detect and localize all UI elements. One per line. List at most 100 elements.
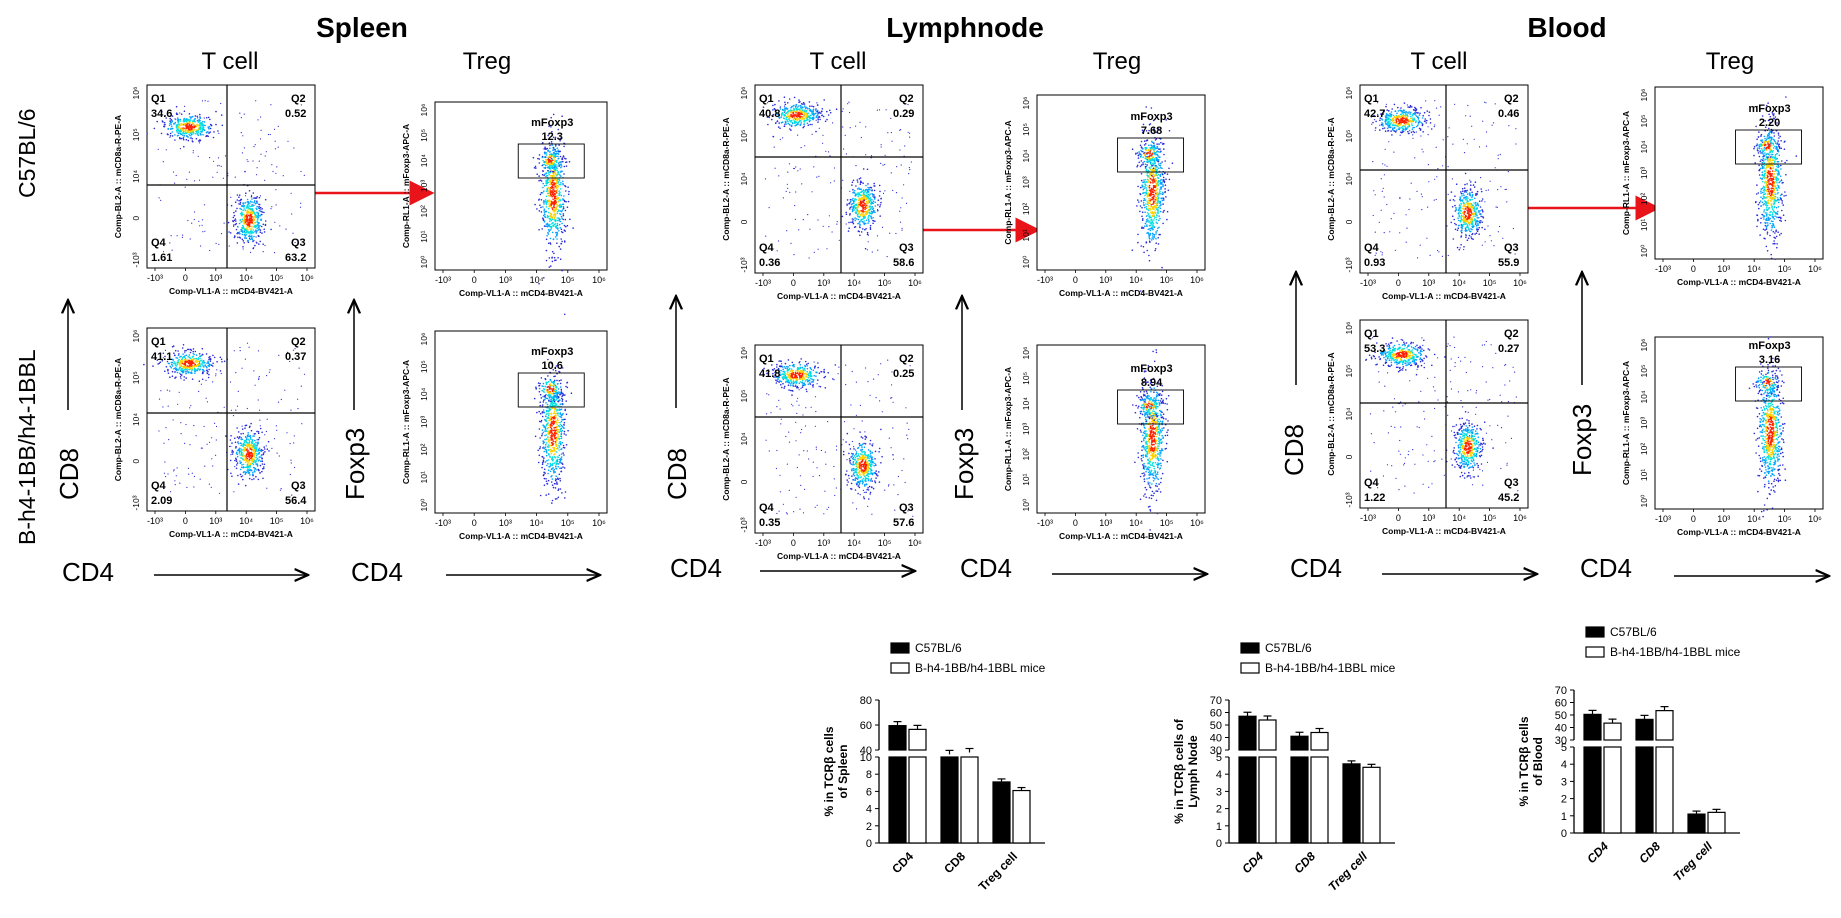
col-head-treg-spleen: Treg bbox=[462, 48, 512, 75]
x-tick-label: 10⁵ bbox=[561, 518, 575, 528]
y-axis-label: % in TCRβ cells bbox=[1517, 716, 1531, 806]
q3-value: 45.2 bbox=[1498, 492, 1519, 504]
y-tick-label: 60 bbox=[860, 720, 872, 732]
y-tick-label: 0 bbox=[131, 216, 141, 221]
y-tick-label: 10⁶ bbox=[1344, 322, 1354, 335]
q1-label: Q1 bbox=[1364, 93, 1379, 105]
x-tick-label: 10⁴ bbox=[1129, 518, 1143, 528]
cd8-population bbox=[1370, 102, 1433, 136]
q1-value: 41.8 bbox=[759, 368, 780, 380]
y-axis-label: Comp-BL2-A :: mCD8a-R-PE-A bbox=[1326, 352, 1336, 475]
x-axis-label: Comp-VL1-A :: mCD4-BV421-A bbox=[1382, 291, 1506, 301]
q4-value: 2.09 bbox=[151, 495, 172, 507]
bar-lower-segment bbox=[908, 756, 927, 844]
y-tick-label: 10⁶ bbox=[131, 87, 141, 100]
treg-gate bbox=[517, 372, 585, 408]
q4-label: Q4 bbox=[759, 502, 775, 514]
q4-value: 0.35 bbox=[759, 517, 780, 529]
x-tick-label: -10³ bbox=[1360, 513, 1376, 523]
treg-percent: 12.3 bbox=[542, 131, 563, 143]
tcell-plot-blood-c57: Q1 42.7 Q2 0.46 Q3 55.9 Q4 0.93 -10³ 0 10³ 10⁴ 10⁵ 10… bbox=[1326, 84, 1529, 301]
x-tick-label: 10⁵ bbox=[1483, 513, 1497, 523]
x-tick-label: 0 bbox=[791, 278, 796, 288]
q2-label: Q2 bbox=[1504, 93, 1519, 105]
x-tick-label: 10⁵ bbox=[878, 538, 892, 548]
x-tick-label: 10⁴ bbox=[239, 516, 253, 526]
foxp3-population bbox=[1753, 336, 1787, 518]
bar bbox=[1362, 766, 1381, 844]
x-tick-label: 0 bbox=[1691, 264, 1696, 274]
y-axis-label: Comp-BL2-A :: mCD8a-R-PE-A bbox=[721, 377, 731, 500]
x-tick-label: 0 bbox=[1073, 275, 1078, 285]
q3-value: 55.9 bbox=[1498, 257, 1519, 269]
tissue-title-lymphnode: Lymphnode bbox=[886, 12, 1044, 43]
x-tick-label: 0 bbox=[472, 518, 477, 528]
axis-word-cd4-spleen-tcell: CD4 bbox=[62, 557, 115, 587]
y-tick-label: 10⁶ bbox=[419, 104, 429, 117]
x-tick-label: -10³ bbox=[1360, 278, 1376, 288]
x-axis-label: Comp-VL1-A :: mCD4-BV421-A bbox=[1677, 277, 1801, 287]
x-axis-label: Comp-VL1-A :: mCD4-BV421-A bbox=[169, 529, 293, 539]
q4-label: Q4 bbox=[151, 237, 167, 249]
category-label: Treg cell bbox=[1325, 849, 1370, 894]
y-tick-label: 10⁶ bbox=[1021, 347, 1031, 360]
x-tick-label: 10⁴ bbox=[1452, 513, 1466, 523]
plot-frame bbox=[434, 101, 608, 271]
legend-label: C57BL/6 bbox=[1265, 641, 1312, 655]
cd4-population bbox=[1445, 411, 1494, 479]
y-tick-label: 50 bbox=[1210, 720, 1222, 732]
treg-gate bbox=[1117, 389, 1185, 425]
x-axis-label: Comp-VL1-A :: mCD4-BV421-A bbox=[777, 551, 901, 561]
y-tick-label: 10⁵ bbox=[1639, 365, 1649, 378]
x-tick-label: 10⁵ bbox=[1778, 514, 1792, 524]
category-label: CD8 bbox=[1291, 849, 1318, 876]
bar bbox=[908, 728, 927, 751]
x-tick-label: 10⁵ bbox=[878, 278, 892, 288]
background-events bbox=[764, 101, 912, 259]
legend-swatch bbox=[1585, 626, 1605, 638]
q3-label: Q3 bbox=[899, 242, 914, 254]
y-axis-label-line2: Lymph Node bbox=[1186, 735, 1200, 808]
q2-label: Q2 bbox=[291, 336, 306, 348]
y-tick-label: 10⁵ bbox=[739, 390, 749, 403]
axis-word-cd4-blood-treg: CD4 bbox=[1580, 553, 1633, 583]
x-tick-label: -10³ bbox=[1037, 275, 1053, 285]
y-tick-label: 10² bbox=[1639, 193, 1649, 205]
q2-label: Q2 bbox=[899, 353, 914, 365]
x-tick-label: 10⁴ bbox=[1747, 264, 1761, 274]
plot-frame bbox=[754, 84, 924, 274]
y-tick-label: 5 bbox=[1216, 752, 1222, 764]
bar-lower-segment bbox=[1655, 746, 1674, 834]
x-tick-label: 10⁶ bbox=[908, 278, 922, 288]
q3-label: Q3 bbox=[291, 237, 306, 249]
gate-name: mFoxp3 bbox=[1748, 340, 1790, 352]
y-tick-label: 70 bbox=[1210, 695, 1222, 707]
foxp3-population bbox=[533, 113, 574, 316]
x-tick-label: 10⁵ bbox=[1483, 278, 1497, 288]
q1-value: 41.1 bbox=[151, 351, 172, 363]
x-axis-label: Comp-VL1-A :: mCD4-BV421-A bbox=[459, 288, 583, 298]
x-tick-label: 10⁴ bbox=[1747, 514, 1761, 524]
x-tick-label: 10⁴ bbox=[1452, 278, 1466, 288]
legend-label: B-h4-1BB/h4-1BBL mice bbox=[915, 661, 1046, 675]
y-axis-label: Comp-RL1-A :: mFoxp3-APC-A bbox=[401, 124, 411, 248]
x-tick-label: 10³ bbox=[1717, 514, 1730, 524]
x-tick-label: -10³ bbox=[755, 278, 771, 288]
y-tick-label: 10⁴ bbox=[1639, 140, 1649, 153]
y-tick-label: 10¹ bbox=[1021, 229, 1031, 241]
treg-gate bbox=[517, 143, 585, 179]
bar bbox=[1655, 710, 1674, 741]
q1-label: Q1 bbox=[151, 336, 166, 348]
bar-chart-spleen: C57BL/6 B-h4-1BB/h4-1BBL mice 40 60 80 0 2 4 6 8 1… bbox=[822, 641, 1046, 894]
y-tick-label: 10 bbox=[860, 752, 872, 764]
y-axis-label: % in TCRβ cells bbox=[822, 726, 836, 816]
treg-gate-population bbox=[1132, 391, 1170, 423]
y-tick-label: 10¹ bbox=[1639, 469, 1649, 481]
y-tick-label: 10² bbox=[419, 443, 429, 455]
x-tick-label: 10⁶ bbox=[300, 273, 314, 283]
col-head-treg-blood: Treg bbox=[1705, 48, 1755, 75]
q1-label: Q1 bbox=[1364, 328, 1379, 340]
y-tick-label: 10⁵ bbox=[419, 360, 429, 373]
bar bbox=[1012, 789, 1031, 844]
